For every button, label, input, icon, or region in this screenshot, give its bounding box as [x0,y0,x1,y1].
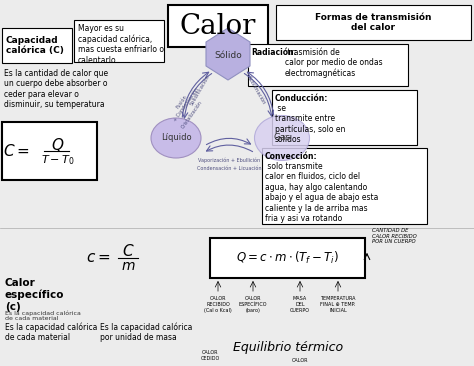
Text: TEMPERATURA
FINAL ⊕ TEMP.
INICIAL: TEMPERATURA FINAL ⊕ TEMP. INICIAL [320,296,356,313]
FancyBboxPatch shape [2,28,72,63]
FancyBboxPatch shape [74,20,164,62]
Text: Líquido: Líquido [161,134,191,142]
Text: Sólido: Sólido [214,52,242,60]
Text: Condensación + Licuación: Condensación + Licuación [197,165,261,171]
Ellipse shape [151,118,201,158]
Text: Convección:: Convección: [265,152,318,161]
Text: Es la capacidad calórica
de cada material: Es la capacidad calórica de cada materia… [5,310,81,321]
FancyBboxPatch shape [276,5,471,40]
Text: $Q$: $Q$ [51,136,64,154]
Text: Cristalización: Cristalización [181,100,203,130]
Text: Equilibrio térmico: Equilibrio térmico [233,341,343,355]
FancyBboxPatch shape [168,5,268,47]
FancyBboxPatch shape [210,238,365,278]
Text: Es la capacidad calórica
de cada material: Es la capacidad calórica de cada materia… [5,322,97,342]
FancyBboxPatch shape [272,90,417,145]
Text: Fusión
+ Condensación: Fusión + Condensación [168,83,200,123]
Text: Radiación:: Radiación: [251,48,297,57]
Text: CANTIDAD DE
CALOR RECIBIDO
POR UN CUERPO: CANTIDAD DE CALOR RECIBIDO POR UN CUERPO [372,228,417,244]
Text: Capacidad
calórica (C): Capacidad calórica (C) [6,36,64,55]
Text: $C =$: $C =$ [3,143,29,159]
Text: Solidificación: Solidificación [189,74,211,106]
Text: CALOR: CALOR [292,358,308,362]
Text: Es la cantidad de calor que
un cuerpo debe absorber o
ceder para elevar o
dismin: Es la cantidad de calor que un cuerpo de… [4,69,108,109]
Text: Es la capacidad calórica
por unidad de masa: Es la capacidad calórica por unidad de m… [100,322,192,342]
Text: $T - T_0$: $T - T_0$ [41,153,74,167]
Text: CALOR
RECIBIDO
(Cal o Kcal): CALOR RECIBIDO (Cal o Kcal) [204,296,232,313]
Text: $m$: $m$ [121,259,135,273]
Text: solo transmite
calor en fluidos, ciclo del
agua, hay algo calentando
abajo y el : solo transmite calor en fluidos, ciclo d… [265,162,378,223]
Text: $Q = c \cdot m \cdot (T_f - T_i)$: $Q = c \cdot m \cdot (T_f - T_i)$ [236,250,339,266]
Text: $C$: $C$ [122,243,134,259]
Text: Formas de transmisión
del calor: Formas de transmisión del calor [315,13,432,32]
Ellipse shape [255,116,310,161]
Text: CALOR
ESPECÍFICO
(baro): CALOR ESPECÍFICO (baro) [239,296,267,313]
Text: Calor
específico
(c): Calor específico (c) [5,278,64,312]
Text: Sublimación: Sublimación [246,75,266,105]
Polygon shape [206,28,250,80]
Text: Mayor es su
capacidad calórica,
mas cuesta enfriarlo o
calentarlo: Mayor es su capacidad calórica, mas cues… [78,24,164,65]
Text: CALOR
CEDIDO: CALOR CEDIDO [201,350,219,361]
Text: trasmisión de
calor por medio de ondas
electromagnéticas: trasmisión de calor por medio de ondas e… [285,48,383,78]
Text: Vaporización + Ebullición: Vaporización + Ebullición [198,157,260,163]
Text: Gas: Gas [273,134,291,142]
Text: MASA
DEL
CUERPO: MASA DEL CUERPO [290,296,310,313]
Text: $c =$: $c =$ [85,250,110,265]
FancyBboxPatch shape [2,122,97,180]
Text: se
transmite entre
partículas, solo en
solidos: se transmite entre partículas, solo en s… [275,104,346,144]
FancyBboxPatch shape [248,44,408,86]
Text: Calor: Calor [180,12,256,40]
FancyBboxPatch shape [262,148,427,224]
Text: Conducción:: Conducción: [275,94,328,103]
